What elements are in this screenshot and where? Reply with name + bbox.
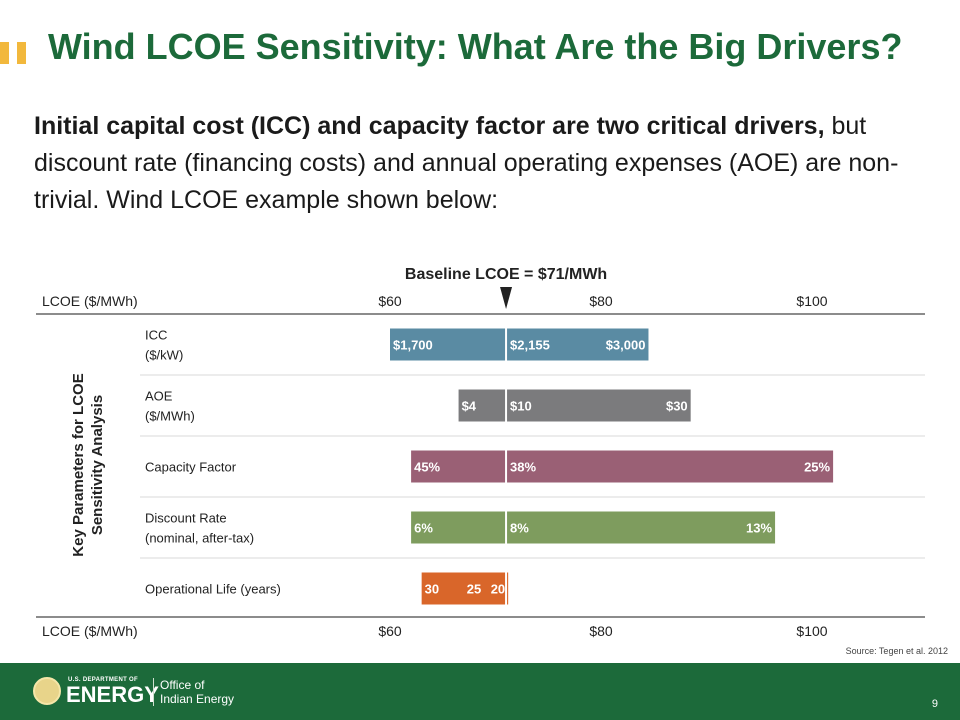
parameter-label: Capacity Factor: [145, 460, 237, 475]
parameter-label: Operational Life (years): [145, 582, 281, 597]
tick-label-bottom: $100: [796, 623, 827, 639]
bar-label-baseline: 8%: [510, 521, 529, 536]
doe-seal-icon: [33, 677, 61, 705]
parameter-label: AOE: [145, 389, 173, 404]
office-line-2: Indian Energy: [160, 692, 235, 706]
bar-label-high: 25%: [804, 460, 830, 475]
bar-label-high: 20: [491, 582, 505, 597]
intro-paragraph: Initial capital cost (ICC) and capacity …: [34, 108, 934, 219]
tick-label-top: $100: [796, 293, 827, 309]
axis-label-top: LCOE ($/MWh): [42, 293, 138, 309]
parameter-label: ICC: [145, 328, 167, 343]
title-accent-bar-left: [0, 42, 9, 64]
sensitivity-bar: [458, 389, 691, 422]
bar-label-low: 45%: [414, 460, 440, 475]
bar-label-baseline: $2,155: [510, 338, 550, 353]
parameter-unit-label: ($/MWh): [145, 409, 195, 424]
bar-label-baseline: $10: [510, 399, 532, 414]
parameter-label: Discount Rate: [145, 511, 227, 526]
footer-bar: [0, 663, 960, 720]
sensitivity-bar: [421, 572, 509, 605]
bar-label-baseline: 25: [467, 582, 481, 597]
slide-title: Wind LCOE Sensitivity: What Are the Big …: [48, 26, 903, 67]
intro-bold-text: Initial capital cost (ICC) and capacity …: [34, 112, 825, 140]
bar-label-low: $4: [462, 399, 477, 414]
footer-divider: [153, 678, 154, 706]
source-note: Source: Tegen et al. 2012: [845, 646, 948, 656]
bar-label-low: 6%: [414, 521, 433, 536]
intro-regular-text: but discount rate (financing costs) and …: [34, 112, 899, 214]
parameter-unit-label: (nominal, after-tax): [145, 531, 254, 546]
parameter-unit-label: ($/kW): [145, 348, 183, 363]
tick-label-top: $60: [378, 293, 402, 309]
bar-label-high: $3,000: [606, 338, 646, 353]
office-line-1: Office of: [160, 678, 205, 692]
bar-label-high: $30: [666, 399, 688, 414]
bar-label-high: 13%: [746, 521, 772, 536]
tick-label-top: $80: [589, 293, 613, 309]
tick-label-bottom: $60: [378, 623, 402, 639]
y-axis-label-line2: Sensitivity Analysis: [89, 395, 106, 535]
office-label: Office of Indian Energy: [160, 678, 234, 706]
sensitivity-bar: [411, 450, 834, 483]
doe-department-label: U.S. DEPARTMENT OF: [68, 677, 138, 683]
sensitivity-bar: [411, 511, 776, 544]
page-number: 9: [931, 698, 938, 710]
y-axis-label-line1: Key Parameters for LCOE: [70, 373, 87, 556]
chart-title: Baseline LCOE = $71/MWh: [405, 266, 607, 283]
lcoe-tornado-chart: Baseline LCOE = $71/MWh LCOE ($/MWh) $60 $8…: [36, 266, 925, 639]
baseline-marker: [500, 287, 513, 309]
bar-label-low: 30: [425, 582, 439, 597]
sensitivity-bar: [390, 328, 649, 361]
bar-label-baseline: 38%: [510, 460, 536, 475]
axis-label-bottom: LCOE ($/MWh): [42, 623, 138, 639]
title-accent-bar-right: [17, 42, 26, 64]
tick-label-bottom: $80: [589, 623, 613, 639]
bar-label-low: $1,700: [393, 338, 433, 353]
doe-energy-label: ENERGY: [66, 682, 159, 707]
